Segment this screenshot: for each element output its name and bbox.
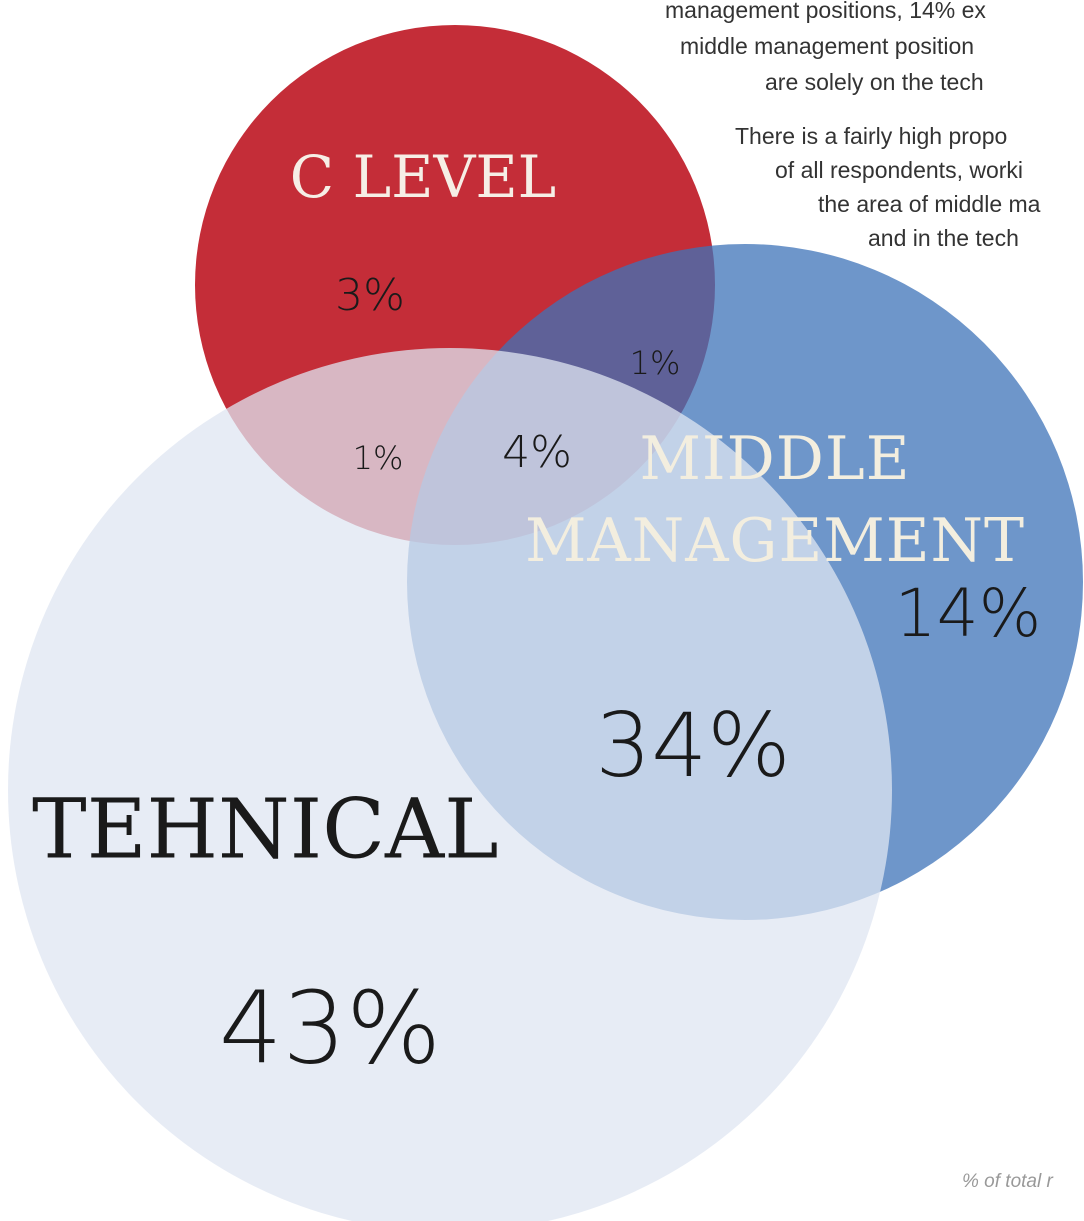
note-line: middle management position [680,33,974,59]
set-label: C LEVEL [290,143,556,211]
footnote: % of total r [962,1171,1053,1192]
note-line: management positions, 14% ex [665,0,986,23]
region-value: 1% [630,344,681,382]
note-line: the area of middle ma [818,191,1041,217]
region-value: 14% [895,575,1042,652]
set-circle [8,348,892,1221]
region-value: 34% [595,694,791,797]
note-line: of all respondents, worki [775,157,1023,183]
set-label: TEHNICAL [32,783,499,878]
note-line: are solely on the tech [765,69,984,95]
note-line: There is a fairly high propo [735,123,1007,149]
region-value: 3% [335,270,405,321]
region-value: 1% [353,439,404,477]
set-label: MIDDLE MANAGEMENT [524,424,1026,576]
region-value: 43% [219,969,441,1086]
region-value: 4% [502,427,572,478]
note-line: and in the tech [868,225,1019,251]
